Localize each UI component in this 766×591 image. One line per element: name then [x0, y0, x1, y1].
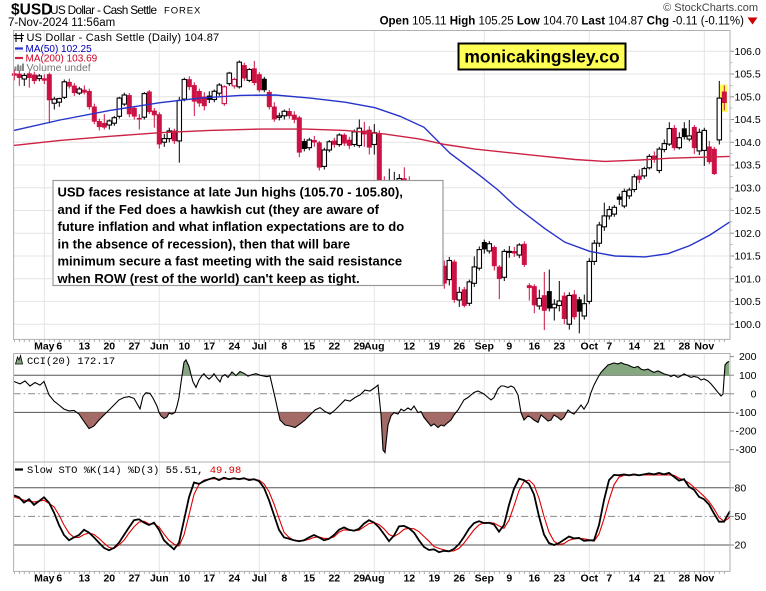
svg-text:CCI(20) 172.17: CCI(20) 172.17: [27, 356, 115, 368]
svg-text:9: 9: [506, 573, 512, 585]
svg-text:100.0: 100.0: [735, 319, 761, 331]
svg-text:7: 7: [606, 341, 612, 353]
svg-text:© StockCharts.com: © StockCharts.com: [663, 2, 758, 14]
svg-text:8: 8: [281, 573, 287, 585]
svg-text:21: 21: [653, 341, 665, 353]
svg-text:monicakingsley.co: monicakingsley.co: [464, 47, 619, 67]
svg-text:USD faces resistance at late J: USD faces resistance at late Jun highs (…: [58, 185, 403, 200]
svg-text:0: 0: [751, 388, 757, 400]
svg-text:20: 20: [103, 341, 115, 353]
svg-text:in the absence of recession),: in the absence of recession), then that …: [58, 236, 351, 251]
svg-text:Nov: Nov: [694, 341, 714, 353]
svg-text:16: 16: [528, 341, 540, 353]
svg-text:Jun: Jun: [150, 573, 169, 585]
svg-text:Jul: Jul: [252, 573, 267, 585]
svg-text:26: 26: [453, 341, 465, 353]
svg-text:MA(50) 102.25: MA(50) 102.25: [26, 44, 93, 55]
svg-text:-200: -200: [735, 426, 756, 438]
svg-text:Slow STO %K(14) %D(3) 55.51, 4: Slow STO %K(14) %D(3) 55.51, 49.98: [27, 465, 241, 477]
svg-text:when ROW (rest of the world) c: when ROW (rest of the world) can't keep …: [57, 271, 360, 286]
svg-text:future inflation and what infl: future inflation and what inflation expe…: [58, 219, 405, 234]
svg-text:23: 23: [553, 573, 565, 585]
svg-text:22: 22: [328, 341, 340, 353]
svg-text:Jul: Jul: [252, 341, 267, 353]
svg-text:14: 14: [628, 573, 640, 585]
svg-text:104.0: 104.0: [735, 137, 761, 149]
svg-text:29: 29: [353, 341, 365, 353]
svg-text:19: 19: [428, 341, 440, 353]
svg-text:Oct: Oct: [581, 341, 599, 353]
svg-text:Volume undef: Volume undef: [27, 62, 91, 74]
svg-text:Open 105.11 High 105.25 Low 10: Open 105.11 High 105.25 Low 104.70 Last …: [380, 16, 745, 28]
svg-text:22: 22: [328, 573, 340, 585]
svg-text:200: 200: [739, 351, 757, 363]
svg-text:17: 17: [203, 341, 215, 353]
svg-text:14: 14: [628, 341, 640, 353]
svg-text:13: 13: [78, 573, 90, 585]
svg-text:104.5: 104.5: [735, 114, 761, 126]
svg-text:24: 24: [228, 573, 240, 585]
svg-text:28: 28: [678, 573, 690, 585]
svg-text:US Dollar - Cash Settle (Daily: US Dollar - Cash Settle (Daily) 104.87: [27, 32, 220, 44]
svg-text:101.0: 101.0: [735, 273, 761, 285]
svg-text:20: 20: [735, 540, 747, 552]
svg-text:US Dollar - Cash Settle: US Dollar - Cash Settle: [50, 3, 157, 17]
svg-text:May: May: [34, 573, 55, 585]
svg-text:and if the Fed does a hawkish: and if the Fed does a hawkish cut (they …: [58, 202, 380, 217]
svg-text:29: 29: [353, 573, 365, 585]
svg-text:9: 9: [506, 341, 512, 353]
svg-text:Aug: Aug: [364, 573, 384, 585]
svg-text:27: 27: [128, 341, 140, 353]
svg-text:Sep: Sep: [475, 341, 494, 353]
svg-text:-300: -300: [735, 444, 756, 456]
svg-text:Oct: Oct: [581, 573, 599, 585]
svg-text:Jun: Jun: [150, 341, 169, 353]
svg-text:28: 28: [678, 341, 690, 353]
svg-text:FOREX: FOREX: [164, 6, 201, 17]
svg-text:100.5: 100.5: [735, 296, 761, 308]
svg-text:13: 13: [78, 341, 90, 353]
svg-text:27: 27: [128, 573, 140, 585]
svg-text:102.5: 102.5: [735, 205, 761, 217]
svg-text:17: 17: [203, 573, 215, 585]
svg-text:100: 100: [739, 370, 757, 382]
svg-text:101.5: 101.5: [735, 251, 761, 263]
svg-text:26: 26: [453, 573, 465, 585]
svg-text:7-Nov-2024 11:56am: 7-Nov-2024 11:56am: [8, 17, 115, 29]
svg-text:23: 23: [553, 341, 565, 353]
svg-text:50: 50: [735, 511, 747, 523]
svg-text:15: 15: [303, 341, 315, 353]
svg-text:80: 80: [735, 482, 747, 494]
svg-text:103.0: 103.0: [735, 182, 761, 194]
svg-text:10: 10: [178, 341, 190, 353]
svg-text:21: 21: [653, 573, 665, 585]
svg-text:8: 8: [281, 341, 287, 353]
svg-text:15: 15: [303, 573, 315, 585]
svg-text:12: 12: [403, 341, 415, 353]
svg-text:Sep: Sep: [475, 573, 494, 585]
svg-text:19: 19: [428, 573, 440, 585]
svg-text:7: 7: [606, 573, 612, 585]
svg-text:MA(200) 103.69: MA(200) 103.69: [26, 54, 98, 65]
svg-text:102.0: 102.0: [735, 228, 761, 240]
svg-text:16: 16: [528, 573, 540, 585]
svg-text:-100: -100: [735, 407, 756, 419]
svg-text:$USD: $USD: [11, 2, 52, 19]
svg-text:105.5: 105.5: [735, 69, 761, 81]
svg-text:6: 6: [56, 573, 62, 585]
svg-text:103.5: 103.5: [735, 160, 761, 172]
svg-text:20: 20: [103, 573, 115, 585]
svg-text:106.0: 106.0: [735, 46, 761, 58]
svg-text:minimum secure a fast meeting: minimum secure a fast meeting with the s…: [58, 254, 403, 269]
svg-text:24: 24: [228, 341, 240, 353]
svg-text:10: 10: [178, 573, 190, 585]
svg-text:6: 6: [56, 341, 62, 353]
svg-text:Nov: Nov: [694, 573, 714, 585]
svg-text:12: 12: [403, 573, 415, 585]
svg-text:Aug: Aug: [364, 341, 384, 353]
svg-text:105.0: 105.0: [735, 91, 761, 103]
svg-text:May: May: [34, 341, 55, 353]
